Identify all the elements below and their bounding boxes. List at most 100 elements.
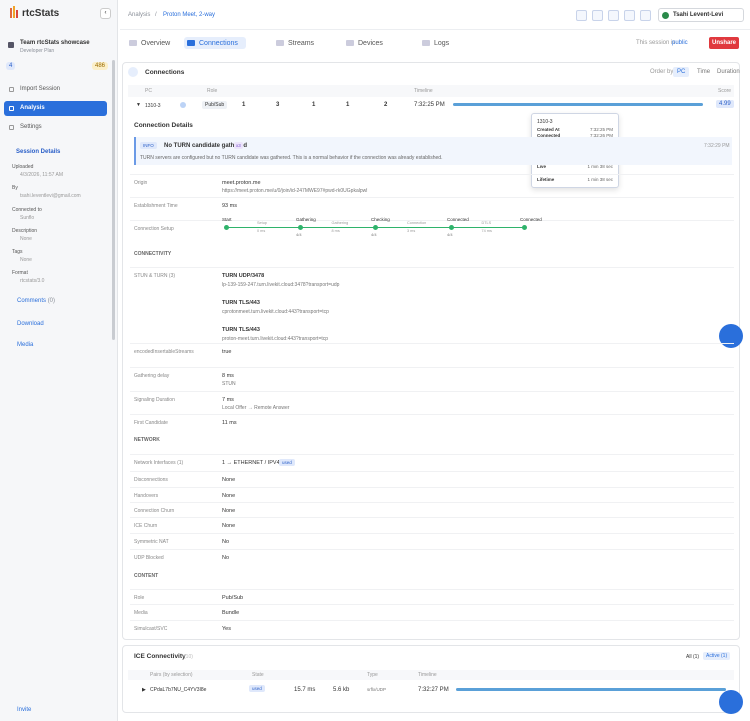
- column-header: Timeline: [418, 672, 437, 678]
- tool-button[interactable]: [608, 10, 619, 21]
- tool-button[interactable]: [624, 10, 635, 21]
- row-value: Yes: [222, 626, 231, 632]
- team-icon: [8, 42, 14, 48]
- row-value: TURN TLS/443: [222, 300, 260, 306]
- field-label: By: [12, 185, 18, 191]
- row-value: https://meet.proton.me/u/0/join/id-247MW…: [222, 188, 368, 194]
- tool-button[interactable]: [592, 10, 603, 21]
- fab[interactable]: [719, 324, 743, 348]
- invite[interactable]: Invite: [17, 707, 32, 713]
- tooltip-label: Connected: [537, 133, 561, 138]
- comments-count: (0): [47, 298, 56, 304]
- row-separator: [130, 391, 734, 392]
- row-value: None: [222, 523, 236, 529]
- ice-filter[interactable]: All (1): [686, 654, 700, 660]
- step-label: Checking: [371, 217, 390, 222]
- comments-label: Comments: [17, 298, 47, 304]
- row-value: TURN UDP/3478: [222, 273, 265, 279]
- order-option[interactable]: Duration: [717, 69, 740, 75]
- breadcrumb[interactable]: Analysis: [128, 12, 151, 18]
- nav-icon: [9, 87, 14, 92]
- order-label: Order by: [650, 69, 674, 75]
- column-header: State: [252, 672, 264, 678]
- tab[interactable]: Devices: [358, 40, 383, 47]
- timeline-bar: [453, 103, 703, 106]
- download[interactable]: Download: [17, 321, 44, 327]
- tab[interactable]: Streams: [288, 40, 315, 47]
- order-option[interactable]: Time: [697, 69, 711, 75]
- ice-filter[interactable]: Active (1): [703, 652, 731, 660]
- start-time: 7:32:25 PM: [414, 102, 445, 108]
- nav-item[interactable]: Settings: [20, 124, 42, 130]
- row-value: None: [222, 477, 236, 483]
- step-count: 4/4: [371, 232, 377, 237]
- step-count: 4/4: [447, 232, 453, 237]
- field-label: Uploaded: [12, 164, 34, 170]
- pc-id[interactable]: 1310-3: [145, 103, 161, 109]
- state: used: [249, 685, 265, 692]
- field-label: Format: [12, 270, 28, 276]
- nav-item[interactable]: Import Session: [20, 86, 61, 92]
- row-value: 11 ms: [222, 420, 237, 426]
- field-label: Tags: [12, 249, 23, 255]
- row-value: None: [222, 493, 236, 499]
- tooltip-value: 1 min 38 sec: [587, 164, 613, 169]
- user-menu[interactable]: Tsahi Levent-Levi: [658, 8, 744, 22]
- row-label: Connection Churn: [134, 508, 175, 514]
- tab-icon: [422, 40, 430, 46]
- step-label: Connected: [447, 217, 469, 222]
- tab[interactable]: Overview: [141, 40, 171, 47]
- alert-text: TURN servers are configured but no TURN …: [140, 155, 443, 161]
- expand-icon: ▶: [142, 687, 146, 693]
- row-label: Symmetric NAT: [134, 539, 169, 545]
- collapse-button[interactable]: ‹: [100, 8, 111, 19]
- alert: [134, 137, 732, 165]
- unshare-button[interactable]: Unshare: [709, 37, 739, 49]
- tool-button[interactable]: [640, 10, 651, 21]
- step-label: Start: [222, 217, 232, 222]
- row-separator: [130, 487, 734, 488]
- team-name[interactable]: Team rtcStats showcase: [20, 40, 90, 46]
- column-header: Role: [207, 88, 218, 94]
- row-value: 7 ms: [222, 397, 234, 403]
- public-word[interactable]: public: [672, 40, 688, 46]
- ice-count: (10): [184, 654, 193, 660]
- row-value: Bundle: [222, 610, 240, 616]
- timeline-bar: [456, 688, 726, 691]
- alert-badge: INFO: [140, 142, 157, 149]
- section-header: CONNECTIVITY: [134, 251, 172, 257]
- row-separator: [130, 517, 734, 518]
- field-label: Description: [12, 228, 38, 234]
- section-title[interactable]: Session Details: [16, 149, 61, 155]
- session-name[interactable]: Proton Meet, 2-way: [163, 12, 216, 18]
- alert-time: 7:32:29 PM: [704, 143, 730, 149]
- row-label: First Candidate: [134, 420, 168, 426]
- scrollbar: [112, 60, 115, 340]
- field-value: tsahi.leventlevi@gmail.com: [20, 193, 81, 199]
- role: Pub/Sub: [202, 101, 228, 109]
- comments[interactable]: Comments (0): [17, 298, 55, 304]
- order-option[interactable]: PC: [677, 69, 686, 75]
- row-separator: [130, 197, 734, 198]
- row-separator: [130, 549, 734, 550]
- tab[interactable]: Connections: [199, 40, 238, 47]
- tab[interactable]: Logs: [434, 40, 450, 47]
- row-label: UDP Blocked: [134, 555, 164, 561]
- row-separator: [130, 533, 734, 534]
- nav-item[interactable]: Analysis: [20, 105, 45, 111]
- row-label: Disconnections: [134, 477, 168, 483]
- row-separator: [130, 589, 734, 590]
- row-label: Role: [134, 595, 145, 601]
- phase-label: Setup: [257, 221, 267, 225]
- tab-icon: [276, 40, 284, 46]
- tooltip-value: 7:32:26 PM: [589, 133, 613, 138]
- row-value: 8 ms: [222, 373, 234, 379]
- fab[interactable]: [719, 690, 743, 714]
- media[interactable]: Media: [17, 342, 34, 348]
- logo: rtcStats: [22, 8, 60, 19]
- row-value: STUN: [222, 381, 236, 387]
- column-header: PC: [145, 88, 152, 94]
- pair-id[interactable]: CPdaL7b7NU_C4YV3I8e: [150, 687, 207, 693]
- tool-button[interactable]: [576, 10, 587, 21]
- row-value: proton-meet.turn.livekit.cloud:443?trans…: [222, 336, 329, 342]
